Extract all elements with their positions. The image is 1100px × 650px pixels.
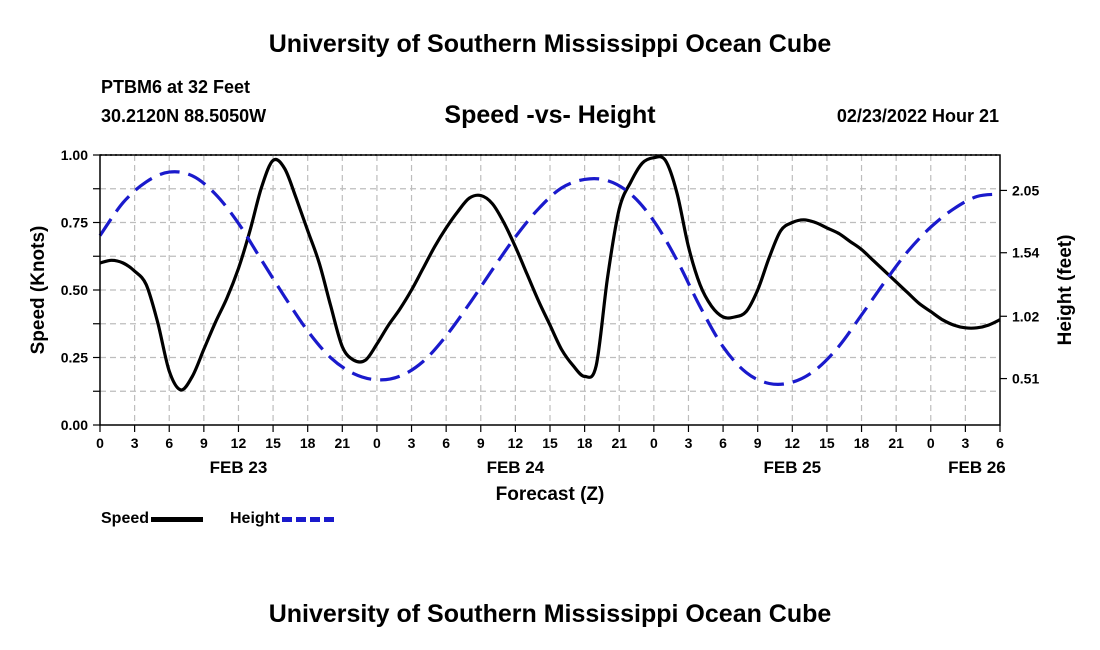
x-day-label: FEB 25 bbox=[763, 458, 821, 477]
legend-height-label: Height bbox=[230, 510, 280, 527]
y-tick-label-left: 0.00 bbox=[61, 417, 88, 433]
legend-height: Height bbox=[230, 510, 334, 528]
x-tick-label: 3 bbox=[961, 435, 969, 451]
series-height-line bbox=[98, 170, 1001, 386]
x-axis-title: Forecast (Z) bbox=[496, 484, 605, 505]
x-tick-label: 0 bbox=[650, 435, 658, 451]
x-tick-label: 6 bbox=[165, 435, 173, 451]
y-axis-title-left: Speed (Knots) bbox=[28, 226, 49, 355]
y-tick-label-right: 1.02 bbox=[1012, 308, 1039, 324]
legend-speed-swatch bbox=[151, 516, 204, 522]
x-tick-label: 0 bbox=[373, 435, 381, 451]
x-tick-label: 21 bbox=[888, 435, 904, 451]
series-speed-line bbox=[99, 155, 1001, 392]
x-tick-label: 3 bbox=[131, 435, 139, 451]
station-coordinates: 30.2120N 88.5050W bbox=[101, 106, 267, 126]
x-tick-label: 0 bbox=[927, 435, 935, 451]
x-tick-label: 12 bbox=[785, 435, 801, 451]
x-tick-label: 0 bbox=[96, 435, 104, 451]
y-tick-label-left: 0.50 bbox=[61, 282, 88, 298]
x-tick-label: 15 bbox=[819, 435, 835, 451]
page-title: University of Southern Mississippi Ocean… bbox=[268, 30, 832, 58]
axis-ticks bbox=[93, 154, 1007, 432]
legend-speed: Speed bbox=[101, 510, 204, 528]
forecast-datetime: 02/23/2022 Hour 21 bbox=[836, 106, 999, 126]
plot-frame bbox=[99, 154, 1001, 426]
y-tick-label-right: 2.05 bbox=[1012, 182, 1039, 198]
x-tick-label: 3 bbox=[408, 435, 416, 451]
y-tick-label-right: 1.54 bbox=[1012, 245, 1039, 261]
x-tick-label: 6 bbox=[442, 435, 450, 451]
y-tick-label-left: 0.75 bbox=[61, 215, 88, 231]
x-tick-label: 15 bbox=[265, 435, 281, 451]
x-tick-label: 6 bbox=[719, 435, 727, 451]
x-tick-label: 18 bbox=[577, 435, 593, 451]
chart-subtitle: Speed -vs- Height bbox=[444, 101, 656, 129]
x-tick-label: 18 bbox=[300, 435, 316, 451]
y-tick-label-left: 0.25 bbox=[61, 350, 88, 366]
legend-height-swatch bbox=[281, 516, 334, 522]
x-tick-label: 3 bbox=[685, 435, 693, 451]
x-day-label: FEB 26 bbox=[948, 458, 1006, 477]
x-tick-label: 6 bbox=[996, 435, 1004, 451]
grid bbox=[100, 154, 1000, 425]
x-tick-label: 9 bbox=[200, 435, 208, 451]
x-day-label: FEB 23 bbox=[210, 458, 268, 477]
x-tick-label: 12 bbox=[508, 435, 524, 451]
x-tick-label: 12 bbox=[231, 435, 247, 451]
x-tick-label: 9 bbox=[754, 435, 762, 451]
x-tick-label: 15 bbox=[542, 435, 558, 451]
x-day-label: FEB 24 bbox=[487, 458, 545, 477]
series-lines bbox=[98, 155, 1001, 392]
y-axis-title-right: Height (feet) bbox=[1055, 235, 1076, 346]
x-tick-label: 21 bbox=[335, 435, 351, 451]
legend-speed-label: Speed bbox=[101, 510, 150, 527]
station-label: PTBM6 at 32 Feet bbox=[101, 77, 251, 97]
x-tick-label: 18 bbox=[854, 435, 870, 451]
x-tick-label: 21 bbox=[611, 435, 627, 451]
y-tick-label-right: 0.51 bbox=[1012, 371, 1039, 387]
axis-labels: 0 3 6 9 12 15 18 21 0 3 6 9 12 15 18 21 0 3 6 9 12 15 18 21 0 3 6 0… bbox=[61, 147, 1040, 477]
x-tick-label: 9 bbox=[477, 435, 485, 451]
footer-title: University of Southern Mississippi Ocean… bbox=[268, 600, 832, 628]
y-tick-label-left: 1.00 bbox=[61, 147, 88, 163]
